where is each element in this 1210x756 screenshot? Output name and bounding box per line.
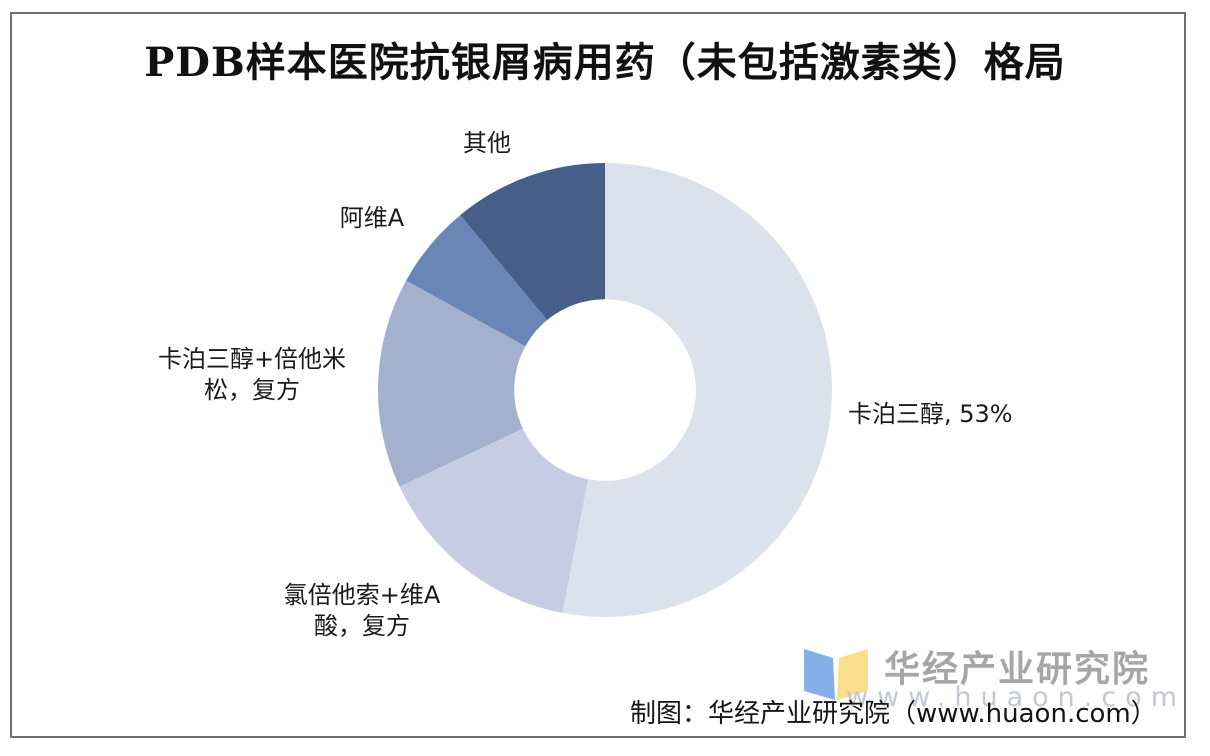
pie-slice-other (460, 163, 605, 321)
pie-slice-calcipotriol-betamethasone-compound (377, 280, 526, 487)
huaon-book-logo-icon (804, 649, 868, 700)
logo-left-page (804, 649, 835, 700)
slice-label-calcipotriol-betamethasone: 卡泊三醇+倍他米 松，复方 (158, 344, 346, 406)
slice-label-calcipotriol-53pct: 卡泊三醇, 53% (848, 400, 1013, 428)
pie-slice-acitretin (406, 215, 548, 347)
logo-right-page (837, 649, 868, 700)
slice-label-other: 其他 (463, 129, 511, 157)
chart-source-caption: 制图：华经产业研究院（www.huaon.com） (630, 699, 1157, 729)
slice-label-line1: 氯倍他索+维A (283, 581, 441, 609)
donut-chart (377, 163, 832, 618)
pie-slice-clobetasol-retinoic-compound (399, 428, 588, 613)
slice-label-line1: 卡泊三醇+倍他米 (157, 345, 347, 373)
watermark-url-text: www.huaon.com (846, 682, 1187, 713)
chart-title: PDB样本医院抗银屑病用药（未包括激素类）格局 (144, 39, 1066, 86)
watermark-brand-text: 华经产业研究院 (884, 649, 1151, 690)
slice-label-clobetasol-retinoic: 氯倍他索+维A 酸，复方 (284, 580, 441, 642)
slice-label-line2: 松，复方 (203, 376, 300, 404)
slice-label-acitretin: 阿维A (339, 204, 405, 232)
pie-slice-calcipotriol (562, 163, 832, 618)
slice-label-line2: 酸，复方 (314, 612, 410, 640)
chart-border-frame (10, 12, 1186, 738)
